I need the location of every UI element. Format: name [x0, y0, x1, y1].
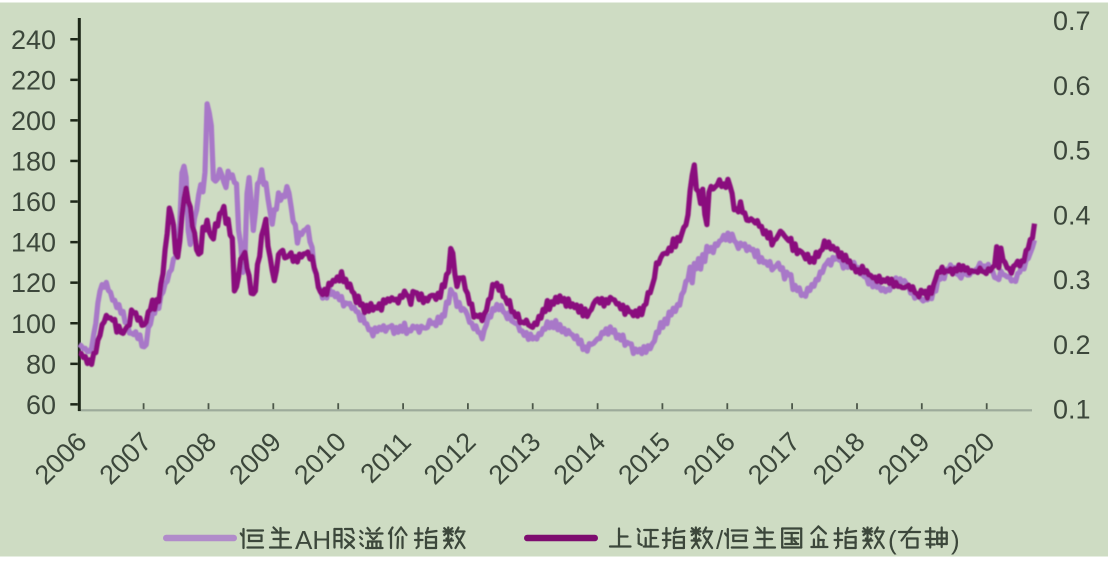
svg-text:0.2: 0.2	[1053, 330, 1091, 360]
svg-text:(: (	[888, 525, 897, 555]
svg-text:): )	[951, 525, 960, 555]
svg-text:180: 180	[11, 147, 56, 177]
svg-text:AH: AH	[295, 525, 331, 555]
svg-text:0.4: 0.4	[1053, 200, 1091, 230]
svg-text:140: 140	[11, 228, 56, 258]
svg-text:200: 200	[11, 106, 56, 136]
svg-text:0.3: 0.3	[1053, 265, 1091, 295]
svg-text:160: 160	[11, 187, 56, 217]
svg-text:100: 100	[11, 309, 56, 339]
svg-text:0.6: 0.6	[1053, 71, 1091, 101]
svg-text:240: 240	[11, 25, 56, 55]
svg-text:/: /	[716, 525, 724, 555]
svg-text:0.1: 0.1	[1053, 395, 1091, 425]
svg-text:60: 60	[26, 390, 56, 420]
svg-text:220: 220	[11, 65, 56, 95]
svg-text:120: 120	[11, 268, 56, 298]
svg-text:0.7: 0.7	[1053, 6, 1091, 36]
svg-text:80: 80	[26, 349, 56, 379]
svg-text:0.5: 0.5	[1053, 136, 1091, 166]
